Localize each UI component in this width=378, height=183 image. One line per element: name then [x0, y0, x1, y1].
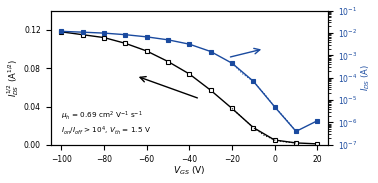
Text: $I_{on}/I_{off}$ > 10$^4$, $V_{th}$ = 1.5 V: $I_{on}/I_{off}$ > 10$^4$, $V_{th}$ = 1.…: [61, 125, 151, 137]
Text: $\mu_h$ = 0.69 cm$^2$ V$^{-1}$ s$^{-1}$: $\mu_h$ = 0.69 cm$^2$ V$^{-1}$ s$^{-1}$: [61, 109, 143, 122]
X-axis label: $V_{GS}$ (V): $V_{GS}$ (V): [173, 165, 206, 178]
Y-axis label: $I_{DS}$ (A): $I_{DS}$ (A): [360, 64, 372, 91]
Y-axis label: $I_{DS}^{1/2}$ (A$^{1/2}$): $I_{DS}^{1/2}$ (A$^{1/2}$): [6, 59, 21, 97]
